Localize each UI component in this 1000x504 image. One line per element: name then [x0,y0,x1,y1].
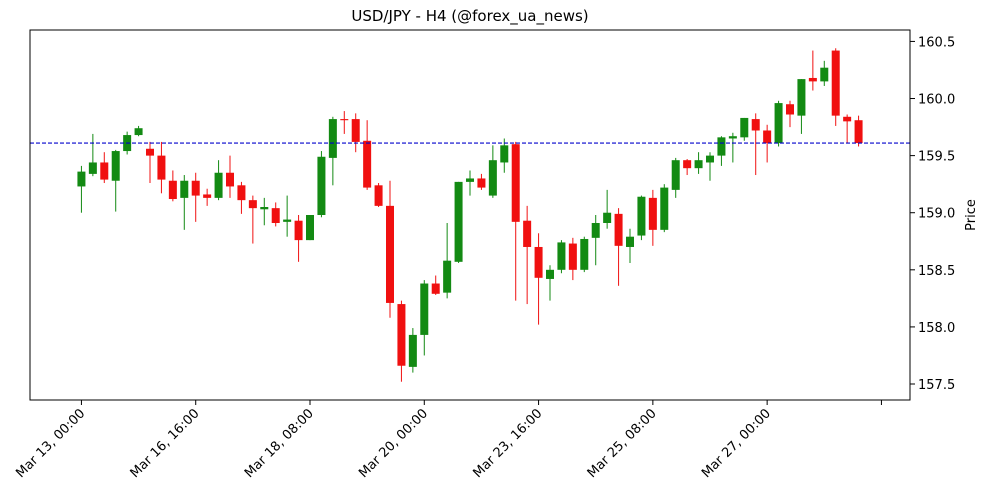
candle-body [786,104,794,115]
chart-title: USD/JPY - H4 (@forex_ua_news) [351,7,588,26]
plot-frame [29,29,911,401]
candle-body [488,160,497,196]
candle-body [854,120,863,144]
candle-body [271,208,280,223]
candle-body [111,151,120,181]
candle-body [100,162,109,180]
candle-body [443,260,452,293]
candle-body [134,128,143,136]
candle-body [591,222,600,238]
candle-body [146,148,154,156]
candle-body [614,213,623,246]
y-axis-label: Price [964,199,979,231]
candle-body [626,236,634,247]
candle-body [77,171,86,187]
candle-body [168,180,177,200]
candle-body [340,119,349,121]
candle-body [580,238,589,270]
candle-body [797,79,806,116]
candle-body [283,219,292,222]
y-tick-label: 159.0 [918,207,955,222]
candle-body [363,140,372,188]
candle-body [180,180,189,198]
candle-body [260,207,269,210]
candle-body [728,136,737,139]
candle-body [386,205,394,303]
candle-body [157,155,166,180]
candle-body [431,283,440,294]
candle-body [694,160,703,169]
candle-body [500,145,509,163]
candle-body [637,196,646,236]
y-tick-label: 160.0 [918,93,955,108]
candle-body [88,162,97,174]
candle-body [191,180,200,196]
candle-body [660,187,669,230]
candle-body [466,178,474,182]
y-tick-label: 157.5 [918,378,955,393]
candle-body [477,178,486,188]
candle-body [706,155,714,163]
candle-body [557,242,566,270]
candle-body [774,103,783,144]
candle-body [843,116,852,122]
candle-body [374,185,383,206]
candle-body [248,200,257,209]
y-tick-label: 159.5 [918,150,955,165]
candle-body [808,77,817,82]
candle-body [763,130,772,144]
candle-body [820,67,829,82]
candle-body [328,119,337,158]
candle-body [226,172,234,187]
candle-body [237,185,246,201]
candle-body [408,334,417,367]
y-tick-label: 160.5 [918,35,955,50]
candle-body [511,144,520,222]
candle-body [203,194,212,198]
candle-body [717,137,726,156]
candle-body [568,243,577,270]
candle-body [751,119,760,131]
candle-body [683,160,692,169]
candle-body [397,304,406,366]
candle-body [603,212,612,223]
candle-body [351,119,360,142]
y-tick-label: 158.0 [918,321,955,336]
candle-body [306,215,314,241]
candle-body [534,246,543,278]
candle-body [214,172,223,198]
candle-body [454,181,463,262]
candle-body [546,269,554,279]
candle-body [671,160,680,190]
candle-body [648,197,657,230]
candle-body [740,117,749,138]
candle-body [831,50,840,116]
candle-body [294,220,303,241]
y-tick-label: 158.5 [918,264,955,279]
candle-body [317,156,326,215]
candle-body [420,283,429,335]
candle-body [523,220,532,247]
